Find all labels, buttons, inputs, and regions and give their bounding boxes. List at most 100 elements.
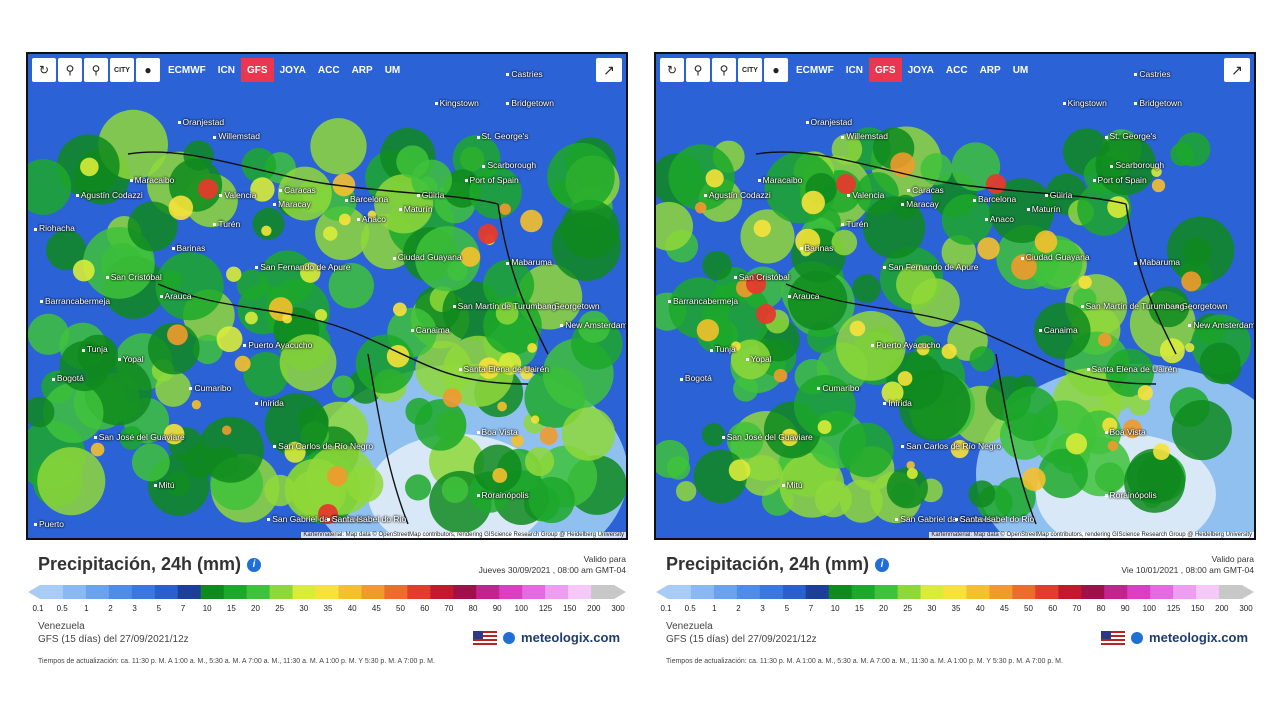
scale-tick-label: 1: [84, 604, 89, 613]
precipitation-field: [656, 54, 1254, 538]
scale-tick-label: 300: [611, 604, 625, 613]
scale-swatch: [62, 585, 87, 599]
precip-cell: [941, 194, 993, 245]
location-pin-icon[interactable]: ⚲: [686, 58, 710, 82]
scale-tick-label: 15: [854, 604, 864, 613]
share-icon[interactable]: ↗: [1224, 58, 1250, 82]
info-icon[interactable]: i: [247, 558, 262, 573]
precip-cell: [28, 313, 70, 355]
place-label: Caracas: [907, 185, 944, 195]
scale-tick-label: 90: [492, 604, 502, 613]
precip-cell: [1003, 386, 1058, 442]
scale-swatch: [897, 585, 922, 599]
precip-cell-heavy: [1107, 440, 1119, 452]
place-label: Riohacha: [34, 223, 75, 233]
place-label: Kingstown: [1063, 98, 1107, 108]
place-label: Canaima: [1039, 325, 1078, 335]
brand[interactable]: meteologix.com: [1101, 630, 1248, 645]
marker-icon[interactable]: ●: [764, 58, 788, 82]
scale-tick-label: 35: [951, 604, 961, 613]
precip-cell: [551, 211, 621, 281]
precip-cell-heavy: [90, 442, 105, 457]
precip-cell: [702, 250, 732, 281]
location-pin-icon[interactable]: ⚲: [58, 58, 82, 82]
us-flag-icon[interactable]: [1101, 630, 1126, 645]
place-label: Güiria: [1045, 190, 1073, 200]
marker-icon[interactable]: ●: [136, 58, 160, 82]
precip-cell: [733, 376, 759, 402]
model-tab-um[interactable]: UM: [384, 64, 401, 76]
scale-swatch: [223, 585, 248, 599]
place-label: Valencia: [219, 190, 256, 200]
info-icon[interactable]: i: [875, 558, 890, 573]
share-icon[interactable]: ↗: [596, 58, 622, 82]
precipitation-map[interactable]: ↻ ⚲ ⚲ CITY ● ECMWF ICN GFS JOYA ACC ARP UM ↗ C…: [654, 52, 1256, 540]
valid-date: Vie 10/01/2021 , 08:00 am GMT-04: [1121, 565, 1254, 575]
model-tab-ecmwf[interactable]: ECMWF: [168, 64, 206, 76]
zoom-icon[interactable]: ⚲: [84, 58, 108, 82]
place-label: Maracaibo: [758, 175, 803, 185]
precip-cell-heavy: [696, 319, 720, 342]
model-tab-joya[interactable]: JOYA: [907, 64, 934, 76]
model-tab-acc[interactable]: ACC: [317, 64, 340, 76]
city-label: CITY: [114, 66, 130, 74]
place-label: Santa Elena de Uairén: [459, 364, 550, 374]
model-tab-icn[interactable]: ICN: [217, 64, 236, 76]
forecast-panel-left: ↻ ⚲ ⚲ CITY ● ECMWF ICN GFS JOYA ACC ARP UM ↗ C…: [26, 52, 628, 672]
zoom-icon[interactable]: ⚲: [712, 58, 736, 82]
reload-icon[interactable]: ↻: [32, 58, 56, 82]
precip-cell-heavy: [167, 324, 188, 346]
place-label: St. George's: [477, 131, 529, 141]
update-times: Tiempos de actualización: ca. 11:30 p. M…: [38, 658, 435, 665]
model-tab-um[interactable]: UM: [1012, 64, 1029, 76]
precip-cell: [252, 207, 285, 240]
city-toggle-icon[interactable]: CITY: [110, 58, 134, 82]
scale-tick-label: 50: [396, 604, 405, 613]
us-flag-icon[interactable]: [473, 630, 498, 645]
scale-swatch: [108, 585, 133, 599]
precip-cell: [37, 447, 106, 516]
place-label: Mitú: [782, 480, 803, 490]
model-selector: ECMWF ICN GFS JOYA ACC ARP UM: [162, 58, 406, 82]
precip-cell-heavy: [1151, 178, 1166, 193]
place-label: Maturín: [399, 204, 433, 214]
precip-cell: [241, 147, 277, 183]
precip-cell: [862, 196, 926, 259]
precip-cell: [45, 229, 87, 271]
scale-swatch: [1219, 585, 1243, 599]
scale-swatch: [736, 585, 761, 599]
place-label: St. George's: [1105, 131, 1157, 141]
model-tab-icn[interactable]: ICN: [845, 64, 864, 76]
scale-tick-label: 7: [180, 604, 186, 613]
scale-swatch: [292, 585, 317, 599]
precip-cell-heavy: [393, 302, 407, 317]
meteologix-logo-icon: [1131, 631, 1144, 644]
city-toggle-icon[interactable]: CITY: [738, 58, 762, 82]
model-tab-arp[interactable]: ARP: [351, 64, 373, 76]
brand[interactable]: meteologix.com: [473, 630, 620, 645]
model-tab-gfs[interactable]: GFS: [241, 58, 274, 82]
precip-cell-heavy: [1137, 385, 1153, 401]
model-tab-gfs[interactable]: GFS: [869, 58, 902, 82]
scale-ticks: 0.1 0.5 1 2 3 5 7 10 15 20 25 30 35 40 45 50 60 70 80 90 100…: [32, 604, 624, 614]
precip-cell-heavy: [261, 225, 272, 236]
precipitation-map[interactable]: ↻ ⚲ ⚲ CITY ● ECMWF ICN GFS JOYA ACC ARP UM ↗ C…: [26, 52, 628, 540]
model-tab-ecmwf[interactable]: ECMWF: [796, 64, 834, 76]
place-label: San Cristóbal: [734, 272, 790, 282]
reload-icon[interactable]: ↻: [660, 58, 684, 82]
precip-cell-heavy: [460, 246, 481, 267]
precip-cell: [969, 346, 995, 372]
precip-cell-heavy: [221, 425, 232, 435]
model-tab-acc[interactable]: ACC: [945, 64, 968, 76]
scale-tick-label: 25: [275, 604, 285, 613]
scale-swatch: [85, 585, 110, 599]
place-label: San Cristóbal: [106, 272, 162, 282]
precip-cell: [831, 134, 863, 165]
place-label: Turén: [841, 219, 868, 229]
model-tab-arp[interactable]: ARP: [979, 64, 1001, 76]
scale-swatch: [499, 585, 523, 599]
legend-title: Precipitación, 24h (mm) i: [38, 554, 262, 575]
model-selector: ECMWF ICN GFS JOYA ACC ARP UM: [790, 58, 1034, 82]
model-tab-joya[interactable]: JOYA: [279, 64, 306, 76]
scale-tick-label: 30: [927, 604, 937, 613]
